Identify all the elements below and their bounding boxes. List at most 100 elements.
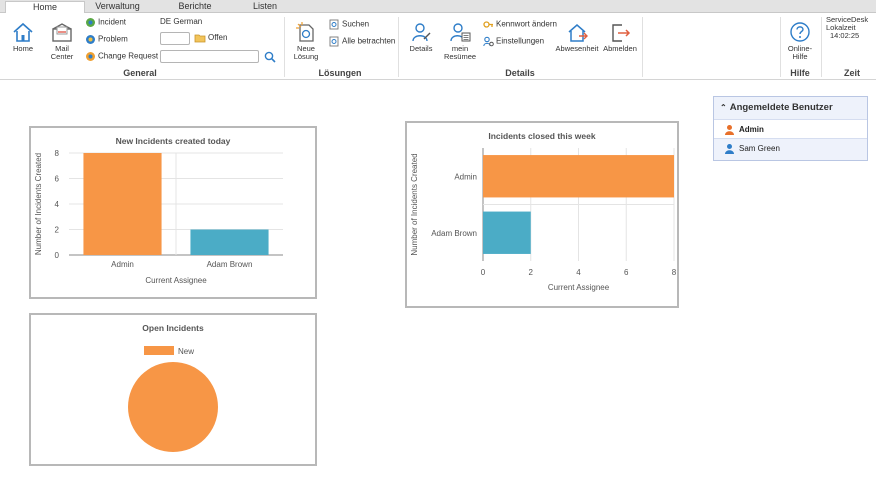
- mein-resumee-label-2: Resümee: [443, 52, 477, 61]
- pie-slice: [128, 362, 218, 452]
- ribbon-separator: [780, 17, 781, 77]
- incident-button[interactable]: Incident: [85, 17, 126, 28]
- home-button[interactable]: Home: [6, 21, 40, 53]
- abwesenheit-button[interactable]: Abwesenheit: [555, 21, 599, 53]
- y-tick-label: 6: [55, 175, 60, 184]
- search-icon[interactable]: [264, 51, 276, 63]
- y-tick-label: 2: [55, 226, 60, 235]
- offen-button[interactable]: Offen: [194, 33, 227, 43]
- group-label-general: General: [123, 68, 157, 78]
- user-name: Admin: [739, 125, 764, 134]
- ribbon-separator: [821, 17, 822, 77]
- folder-icon: [194, 34, 206, 43]
- neue-loesung-button[interactable]: Neue Lösung: [290, 21, 322, 61]
- user-name: Sam Green: [739, 144, 780, 153]
- x-tick-label: 6: [624, 268, 629, 277]
- search-input[interactable]: [160, 50, 259, 63]
- chart-title: New Incidents created today: [115, 136, 231, 146]
- abwesenheit-label: Abwesenheit: [555, 44, 599, 53]
- abmelden-button[interactable]: Abmelden: [601, 21, 639, 53]
- x-tick-label: 8: [672, 268, 677, 277]
- tab-bar: Home Verwaltung Berichte Listen: [0, 0, 876, 14]
- abmelden-label: Abmelden: [603, 44, 637, 53]
- kennwort-label: Kennwort ändern: [496, 19, 557, 29]
- details-button[interactable]: Details: [405, 21, 437, 53]
- logged-in-users-header[interactable]: ⌃ Angemeldete Benutzer: [714, 97, 867, 119]
- bar: [483, 155, 674, 198]
- alle-betrachten-label: Alle betrachten: [342, 36, 396, 46]
- ribbon: Home Mail Center Incident Problem Change…: [0, 13, 876, 80]
- change-request-button[interactable]: Change Request: [85, 51, 158, 62]
- language-label: DE German: [160, 17, 203, 26]
- change-request-icon: [86, 52, 95, 61]
- problem-label: Problem: [98, 34, 128, 44]
- lokalzeit-label: Lokalzeit: [826, 23, 856, 32]
- tab-berichte[interactable]: Berichte: [178, 1, 212, 11]
- group-label-details: Details: [505, 68, 535, 78]
- problem-icon: [86, 35, 95, 44]
- chart-title: Open Incidents: [142, 323, 204, 333]
- x-tick-label: Admin: [111, 260, 134, 269]
- logout-icon: [612, 24, 631, 42]
- collapse-chevron-icon[interactable]: ⌃: [720, 103, 727, 112]
- tab-home[interactable]: Home: [5, 1, 85, 14]
- x-tick-label: 2: [529, 268, 534, 277]
- user-icon: [725, 125, 734, 136]
- x-axis-label: Current Assignee: [145, 276, 207, 285]
- key-icon: [483, 21, 493, 28]
- user-settings-icon: [483, 36, 494, 47]
- ribbon-separator: [284, 17, 285, 77]
- kennwort-aendern-button[interactable]: Kennwort ändern: [483, 19, 557, 30]
- details-button-label: Details: [409, 44, 433, 53]
- away-home-icon: [568, 24, 588, 42]
- x-tick-label: Adam Brown: [207, 260, 253, 269]
- online-hilfe-label-2: Hilfe: [792, 52, 808, 61]
- alle-betrachten-button[interactable]: Alle betrachten: [329, 36, 395, 47]
- user-resume-icon: [450, 23, 471, 42]
- servicedesk-label: ServiceDesk: [826, 15, 869, 24]
- ribbon-separator: [398, 17, 399, 77]
- suchen-button[interactable]: Suchen: [329, 19, 369, 30]
- user-icon: [725, 144, 734, 155]
- new-solution-icon: [296, 22, 314, 42]
- group-label-hilfe: Hilfe: [790, 68, 810, 78]
- closed-incidents-chart: 0 2 4 6 8 Admin Adam Brown Current Assignee Numb…: [410, 148, 677, 292]
- user-details-icon: [412, 23, 431, 42]
- chart-title: Incidents closed this week: [488, 131, 596, 141]
- help-icon: [790, 22, 810, 42]
- offen-number-input[interactable]: [160, 32, 190, 45]
- mein-resumee-label-1: mein: [451, 44, 469, 53]
- mail-center-button[interactable]: Mail Center: [45, 21, 79, 61]
- mail-center-label-1: Mail: [55, 44, 69, 53]
- logged-in-users-panel: ⌃ Angemeldete Benutzer Admin Sam Green: [713, 96, 868, 161]
- incident-icon: [86, 18, 95, 27]
- mail-center-icon: [52, 23, 72, 42]
- einstellungen-button[interactable]: Einstellungen: [483, 36, 544, 47]
- view-all-solutions-icon: [329, 36, 339, 47]
- bar: [190, 229, 269, 255]
- suchen-label: Suchen: [342, 19, 370, 29]
- tab-verwaltung[interactable]: Verwaltung: [95, 1, 140, 11]
- solution-search-icon: [329, 19, 339, 30]
- y-tick-label: Adam Brown: [431, 229, 477, 238]
- y-tick-label: 4: [55, 200, 60, 209]
- incident-label: Incident: [98, 17, 127, 27]
- home-icon: [13, 22, 33, 42]
- closed-incidents-chart-panel: Incidents closed this week 0 2 4 6 8 Admin Ada…: [405, 121, 679, 308]
- local-time: 14:02:25: [830, 31, 860, 40]
- mail-center-label-2: Center: [50, 52, 74, 61]
- y-axis-label: Number of Incidents Created: [410, 153, 419, 255]
- tab-listen[interactable]: Listen: [252, 1, 278, 11]
- new-incidents-chart-panel: New Incidents created today 0 2 4 6 8 Admin Ad…: [29, 126, 317, 299]
- offen-label: Offen: [208, 33, 228, 43]
- group-label-zeit: Zeit: [843, 68, 860, 78]
- online-hilfe-button[interactable]: Online- Hilfe: [784, 21, 816, 61]
- user-row-sam-green[interactable]: Sam Green: [714, 138, 867, 157]
- user-row-admin[interactable]: Admin: [714, 119, 867, 138]
- open-incidents-chart: New: [128, 346, 218, 452]
- neue-loesung-label-2: Lösung: [293, 52, 319, 61]
- open-incidents-chart-panel: Open Incidents New: [29, 313, 317, 466]
- mein-resumee-button[interactable]: mein Resümee: [440, 21, 480, 61]
- problem-button[interactable]: Problem: [85, 34, 128, 45]
- neue-loesung-label-1: Neue: [297, 44, 315, 53]
